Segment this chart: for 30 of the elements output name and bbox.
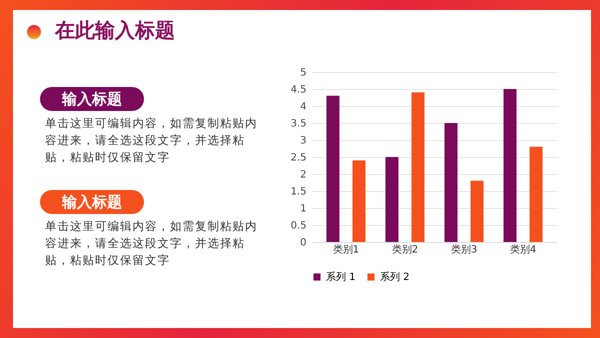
bar xyxy=(326,96,340,242)
bar xyxy=(412,92,425,242)
bar xyxy=(470,180,484,242)
y-tick-label: 2.5 xyxy=(290,152,306,164)
y-tick-label: 0.5 xyxy=(290,220,306,232)
y-tick-label: 0 xyxy=(300,238,306,248)
y-tick-label: 3 xyxy=(300,136,306,146)
bar xyxy=(444,123,458,242)
x-tick-label: 类别3 xyxy=(450,244,478,256)
y-tick-label: 5 xyxy=(300,68,306,78)
bar xyxy=(504,89,517,242)
x-tick-label: 类别1 xyxy=(332,244,360,256)
text: 输入标题 xyxy=(40,190,144,214)
y-tick-label: 2 xyxy=(300,170,306,180)
y-tick-label: 1 xyxy=(300,204,306,214)
text: 在此输入标题 xyxy=(55,17,175,44)
y-tick-label: 3.5 xyxy=(290,118,306,130)
x-tick-label: 类别4 xyxy=(510,244,536,256)
text: 单击这里可编辑内容，如需复制粘贴内容进来，请全选这段文字，并选择粘贴，粘贴时仅保留文字 xyxy=(45,115,258,166)
y-tick-label: 4 xyxy=(300,102,306,112)
bar xyxy=(352,160,366,242)
text: 输入标题 xyxy=(40,87,144,111)
bar xyxy=(385,157,398,242)
legend-label: 系列 1 xyxy=(326,271,356,283)
bar xyxy=(530,146,543,242)
y-tick-label: 4.5 xyxy=(290,84,306,96)
text: 单击这里可编辑内容，如需复制粘贴内容进来，请全选这段文字，并选择粘贴，粘贴时仅保留文字 xyxy=(45,218,258,269)
x-tick-label: 类别2 xyxy=(392,244,418,256)
y-tick-label: 1.5 xyxy=(290,186,306,198)
legend-label: 系列 2 xyxy=(380,271,410,283)
